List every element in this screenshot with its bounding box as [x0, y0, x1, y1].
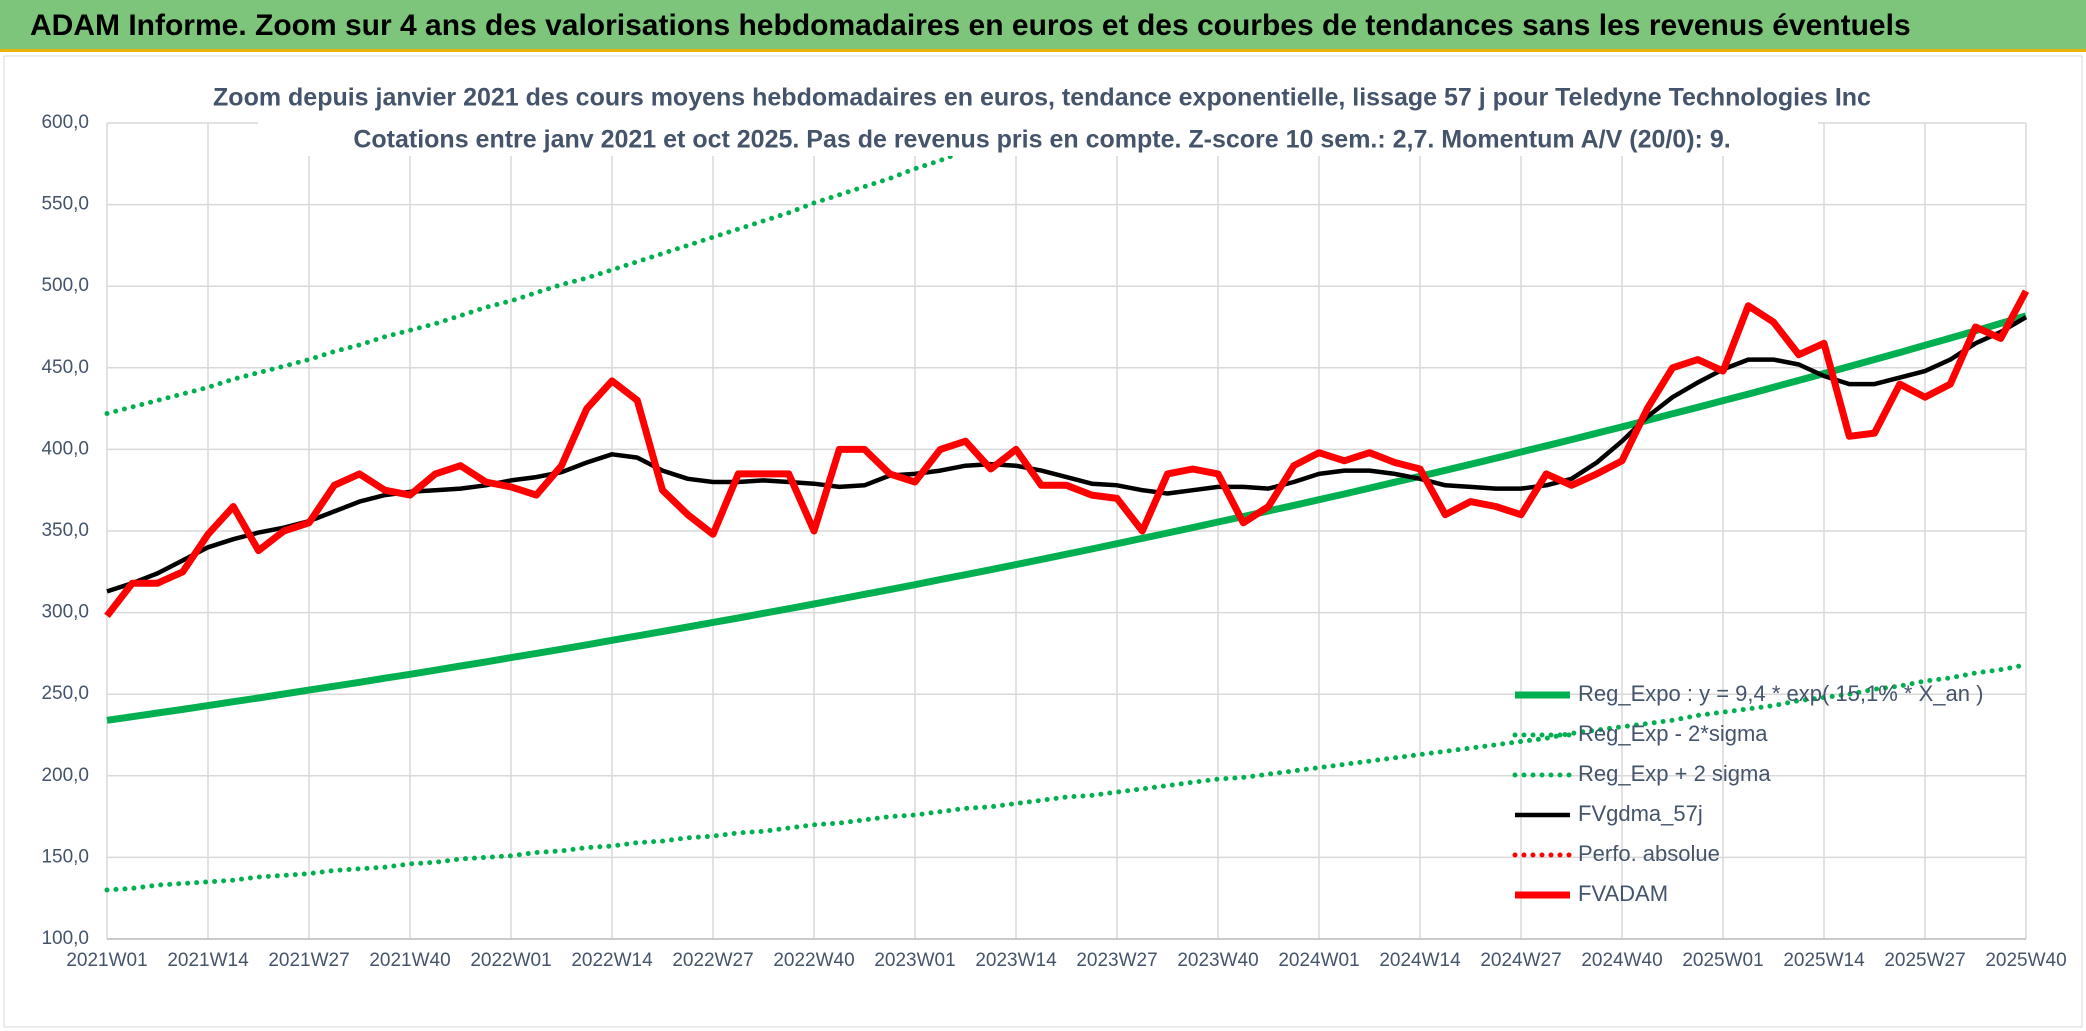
x-tick-label: 2023W14 — [975, 950, 1057, 971]
chart-frame — [3, 55, 2083, 1028]
y-tick-label: 300,0 — [41, 602, 89, 623]
y-tick-label: 500,0 — [41, 275, 89, 296]
series-line — [104, 122, 1044, 416]
y-tick-label: 550,0 — [41, 194, 89, 215]
y-tick-label: 200,0 — [41, 765, 89, 786]
chart: 100,0 150,0 200,0 250,0 300,0 350,0 400,0 450,0… — [3, 55, 2083, 1028]
legend-label: FVgdma_57j — [1578, 801, 1703, 826]
y-tick-label: 250,0 — [41, 683, 89, 704]
legend-label: FVADAM — [1578, 881, 1668, 906]
series-line — [106, 312, 2027, 724]
x-tick-label: 2022W14 — [571, 950, 653, 971]
x-tick-label: 2025W40 — [1985, 950, 2066, 971]
x-tick-label: 2024W01 — [1278, 950, 1359, 971]
title-box — [258, 74, 1818, 156]
x-tick-label: 2023W40 — [1177, 950, 1258, 971]
x-tick-label: 2021W27 — [268, 950, 349, 971]
x-tick-label: 2025W01 — [1682, 950, 1763, 971]
y-tick-label: 450,0 — [41, 357, 89, 378]
x-tick-label: 2021W14 — [167, 950, 249, 971]
header-title: ADAM Informe. Zoom sur 4 ans des valoris… — [0, 0, 2086, 52]
legend-label: Perfo. absolue — [1578, 841, 1720, 866]
y-tick-label: 600,0 — [41, 112, 89, 133]
legend-label: Reg_Expo : y = 9,4 * exp( 15,1% * X_an ) — [1578, 681, 1983, 706]
chart-subtitle: Cotations entre janv 2021 et oct 2025. P… — [353, 126, 1730, 154]
x-tick-label: 2024W40 — [1581, 950, 1662, 971]
legend-label: Reg_Exp - 2*sigma — [1578, 721, 1768, 746]
x-tick-label: 2022W40 — [773, 950, 854, 971]
y-tick-label: 100,0 — [41, 928, 89, 949]
x-tick-label: 2025W14 — [1783, 950, 1865, 971]
x-tick-label: 2022W01 — [470, 950, 551, 971]
chart-title: Zoom depuis janvier 2021 des cours moyen… — [213, 84, 1871, 112]
y-tick-label: 150,0 — [41, 846, 89, 867]
series-line — [104, 662, 2029, 893]
series-line — [106, 315, 2028, 594]
x-tick-label: 2025W27 — [1884, 950, 1965, 971]
x-tick-label: 2024W14 — [1379, 950, 1461, 971]
x-tick-label: 2023W27 — [1076, 950, 1157, 971]
series-line — [104, 289, 2030, 619]
x-tick-label: 2021W40 — [369, 950, 450, 971]
x-tick-label: 2022W27 — [672, 950, 753, 971]
x-tick-label: 2024W27 — [1480, 950, 1561, 971]
y-tick-label: 350,0 — [41, 520, 89, 541]
x-tick-label: 2023W01 — [874, 950, 955, 971]
x-tick-label: 2021W01 — [66, 950, 147, 971]
legend-label: Reg_Exp + 2 sigma — [1578, 761, 1771, 786]
y-tick-label: 400,0 — [41, 438, 89, 459]
